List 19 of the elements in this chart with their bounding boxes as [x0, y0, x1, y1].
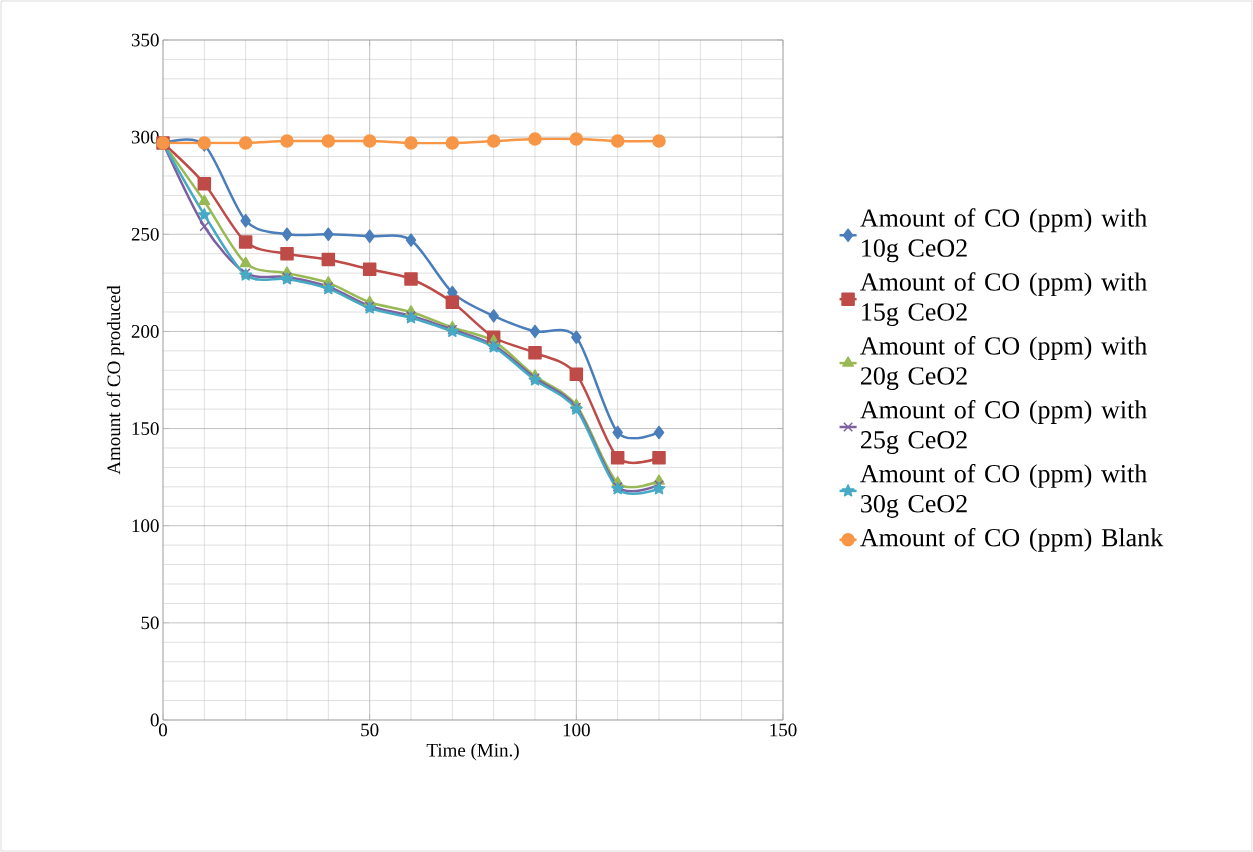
- legend-label: Amount of CO (ppm) with 15g CeO2: [860, 272, 1147, 327]
- y-tick-label: 200: [131, 325, 159, 338]
- y-tick-label: 350: [131, 33, 159, 47]
- y-tick-label: 50: [141, 616, 159, 630]
- y-axis-title: Amount of CO produced: [106, 285, 125, 475]
- x-tick-label: 150: [770, 723, 797, 737]
- legend-label: Amount of CO (ppm) with 25g CeO2: [860, 400, 1147, 454]
- x-tick-label: 0: [158, 723, 168, 737]
- legend-label: Amount of CO (ppm) with 10g CeO2: [860, 208, 1147, 263]
- legend-label: Amount of CO (ppm) Blank: [860, 527, 1164, 552]
- x-tick-label: 100: [563, 723, 590, 737]
- legend-label: Amount of CO (ppm) with 30g CeO2: [860, 463, 1147, 518]
- y-tick-label: 250: [131, 227, 159, 241]
- legend-label: Amount of CO (ppm) with 20g CeO2: [860, 336, 1147, 391]
- y-tick-label: 100: [132, 519, 159, 533]
- x-axis-title: Time (Min.): [426, 743, 519, 761]
- y-tick-label: 150: [132, 422, 159, 435]
- x-tick-label: 50: [361, 723, 379, 737]
- y-tick-label: 0: [150, 713, 159, 727]
